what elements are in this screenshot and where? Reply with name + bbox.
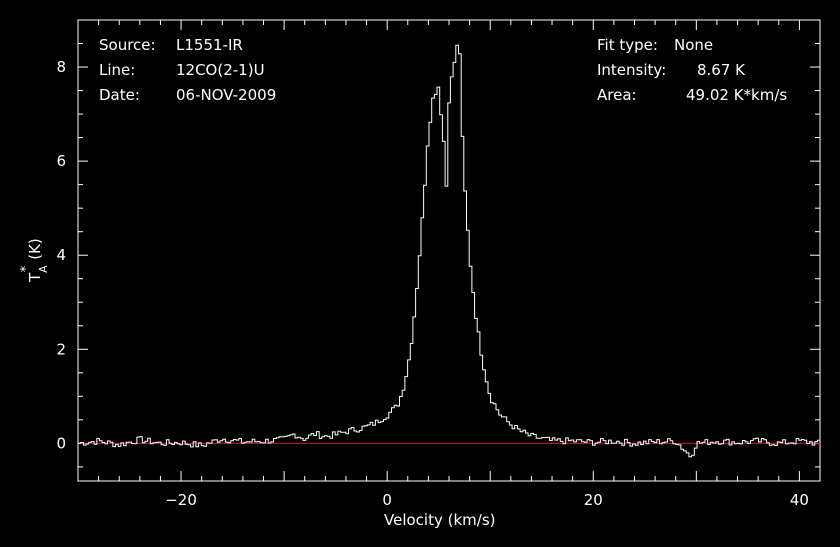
info-area-key: Area:	[597, 86, 637, 104]
y-tick-label: 2	[56, 340, 66, 358]
y-axis-label-main: T	[26, 272, 44, 283]
y-tick-label: 6	[56, 152, 66, 170]
x-axis-label: Velocity (km/s)	[384, 511, 495, 529]
info-source-key: Source:	[99, 36, 156, 54]
info-date-value: 06-NOV-2009	[176, 86, 276, 104]
info-date-key: Date:	[99, 86, 140, 104]
x-tick-label: 40	[790, 491, 809, 509]
y-axis-label-sup: *	[19, 265, 34, 272]
y-tick-label: 8	[56, 58, 66, 76]
info-source-value: L1551-IR	[176, 36, 243, 54]
info-line-key: Line:	[99, 61, 135, 79]
y-axis-label-unit: (K)	[26, 238, 44, 260]
x-tick-label: −20	[165, 491, 197, 509]
x-tick-label: 0	[382, 491, 392, 509]
info-fit-type-value: None	[674, 36, 713, 54]
y-tick-label: 0	[56, 434, 66, 452]
axis-ticks	[77, 19, 821, 481]
info-area-value: 49.02 K*km/s	[686, 86, 787, 104]
y-axis-label: TA* (K)	[19, 238, 50, 283]
axis-tick-labels: −20 0 20 40 0 2 4 6 8	[56, 58, 808, 509]
info-intensity-value: 8.67 K	[697, 61, 746, 79]
y-axis-label-text: TA* (K)	[19, 238, 50, 283]
y-axis-label-sub: A	[37, 265, 50, 273]
y-tick-label: 4	[56, 246, 66, 264]
info-fit-type-key: Fit type:	[597, 36, 658, 54]
info-line-value: 12CO(2-1)U	[176, 61, 265, 79]
x-tick-label: 20	[584, 491, 603, 509]
spectrum-trace	[78, 44, 820, 458]
info-intensity-key: Intensity:	[597, 61, 666, 79]
